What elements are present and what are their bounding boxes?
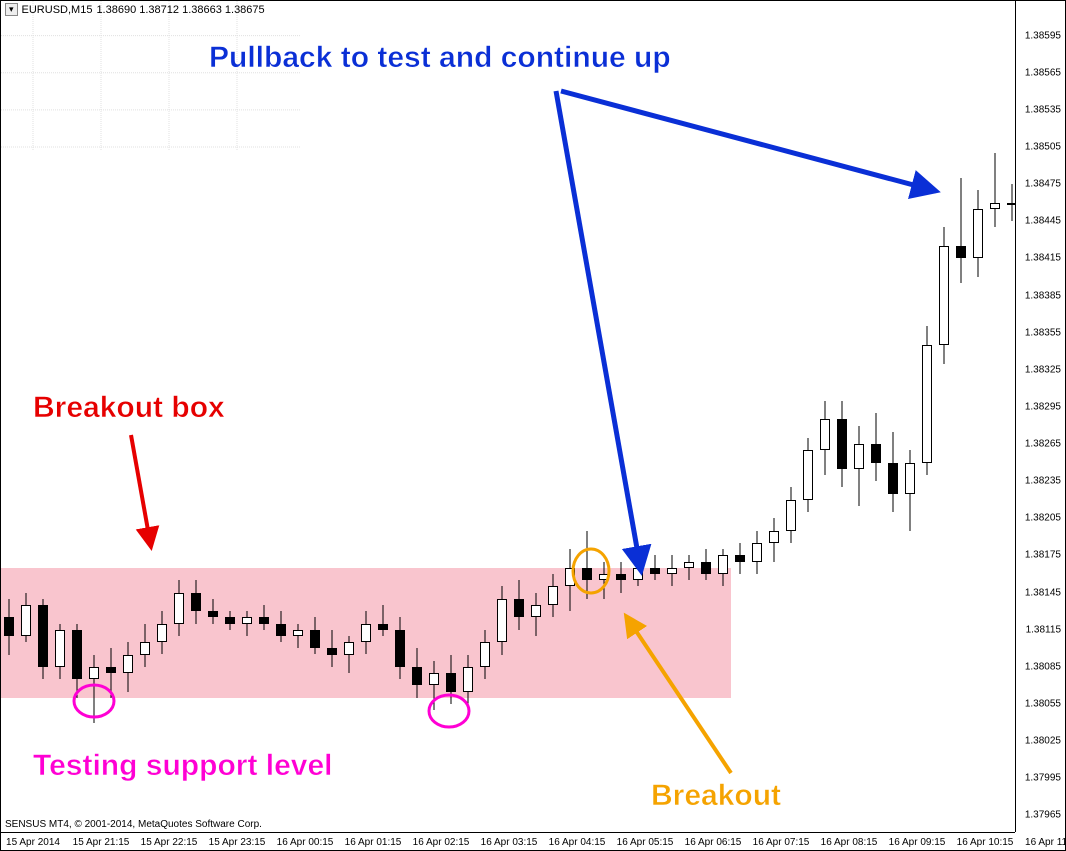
- y-tick-label: 1.38025: [1025, 736, 1061, 747]
- x-tick-label: 16 Apr 05:15: [617, 837, 674, 848]
- chart-title-bar: ▾ EURUSD,M15 1.38690 1.38712 1.38663 1.3…: [5, 3, 265, 16]
- x-tick-label: 16 Apr 01:15: [345, 837, 402, 848]
- x-tick-label: 16 Apr 10:15: [957, 837, 1014, 848]
- symbol-label: EURUSD,M15: [22, 4, 93, 16]
- y-tick-label: 1.38565: [1025, 67, 1061, 78]
- y-tick-label: 1.38145: [1025, 587, 1061, 598]
- y-tick-label: 1.38355: [1025, 327, 1061, 338]
- y-tick-label: 1.38595: [1025, 30, 1061, 41]
- x-tick-label: 16 Apr 09:15: [889, 837, 946, 848]
- y-tick-label: 1.38445: [1025, 216, 1061, 227]
- arrow-layer: [1, 1, 1066, 851]
- ohlc-label: 1.38690 1.38712 1.38663 1.38675: [96, 4, 264, 16]
- y-tick-label: 1.37965: [1025, 810, 1061, 821]
- y-tick-label: 1.38085: [1025, 661, 1061, 672]
- y-tick-label: 1.38535: [1025, 104, 1061, 115]
- x-tick-label: 16 Apr 03:15: [481, 837, 538, 848]
- y-tick-label: 1.38205: [1025, 513, 1061, 524]
- x-tick-label: 16 Apr 00:15: [277, 837, 334, 848]
- annotation-pullback: Pullback to test and continue up: [209, 41, 671, 75]
- x-tick-label: 16 Apr 11:15: [1025, 837, 1066, 848]
- y-tick-label: 1.38265: [1025, 439, 1061, 450]
- x-tick-label: 15 Apr 23:15: [209, 837, 266, 848]
- x-tick-label: 15 Apr 21:15: [73, 837, 130, 848]
- x-tick-label: 15 Apr 2014: [6, 837, 60, 848]
- y-tick-label: 1.37995: [1025, 773, 1061, 784]
- annotation-breakout: Breakout: [651, 779, 781, 813]
- y-tick-label: 1.38505: [1025, 141, 1061, 152]
- y-tick-label: 1.38295: [1025, 401, 1061, 412]
- x-tick-label: 16 Apr 04:15: [549, 837, 606, 848]
- x-tick-label: 16 Apr 06:15: [685, 837, 742, 848]
- y-tick-label: 1.38115: [1026, 624, 1061, 635]
- y-tick-label: 1.38475: [1025, 179, 1061, 190]
- x-axis: 15 Apr 2014 15 Apr 21:15 15 Apr 22:15 15 Ap…: [1, 832, 1015, 850]
- y-tick-label: 1.38235: [1025, 476, 1061, 487]
- annotation-breakout-box: Breakout box: [33, 391, 225, 425]
- x-tick-label: 15 Apr 22:15: [141, 837, 198, 848]
- y-tick-label: 1.38175: [1025, 550, 1061, 561]
- y-tick-label: 1.38325: [1025, 364, 1061, 375]
- x-tick-label: 16 Apr 02:15: [413, 837, 470, 848]
- y-axis: 1.37965 1.37995 1.38025 1.38055 1.38085 1.381…: [1015, 1, 1065, 832]
- annotation-testing-support: Testing support level: [33, 749, 333, 783]
- y-tick-label: 1.38415: [1025, 253, 1061, 264]
- dropdown-icon[interactable]: ▾: [5, 3, 18, 16]
- y-tick-label: 1.38385: [1025, 290, 1061, 301]
- x-tick-label: 16 Apr 08:15: [821, 837, 878, 848]
- y-tick-label: 1.38055: [1025, 699, 1061, 710]
- chart-container: ▾ EURUSD,M15 1.38690 1.38712 1.38663 1.3…: [0, 0, 1066, 851]
- x-tick-label: 16 Apr 07:15: [753, 837, 810, 848]
- copyright-label: SENSUS MT4, © 2001-2014, MetaQuotes Soft…: [5, 819, 262, 830]
